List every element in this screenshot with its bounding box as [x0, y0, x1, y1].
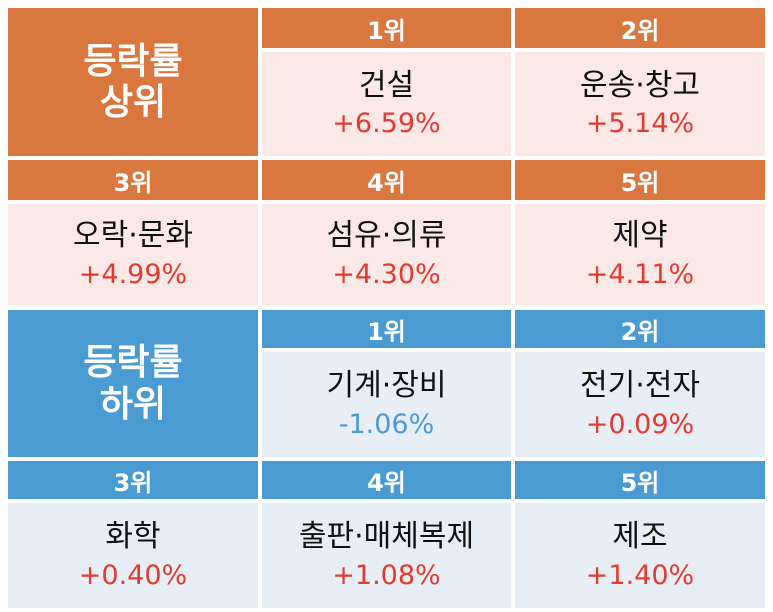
rank-header: 4위 — [262, 461, 511, 499]
sector-cell: 건설 +6.59% — [262, 52, 511, 156]
sector-name: 제조 — [612, 518, 667, 556]
sector-cell: 제조 +1.40% — [515, 503, 765, 608]
sector-rate: +5.14% — [586, 106, 694, 141]
sector-name: 건설 — [359, 67, 414, 105]
sector-cell: 오락·문화 +4.99% — [8, 204, 258, 305]
rank-header: 3위 — [8, 461, 258, 499]
sector-cell: 섬유·의류 +4.30% — [262, 204, 511, 305]
rank-header: 5위 — [515, 160, 765, 200]
sector-rate: +1.08% — [332, 558, 440, 593]
top-gainers-panel: 등락률 상위 1위 2위 건설 +6.59% 운송·창고 +5.14% 3위 4… — [0, 0, 773, 305]
bottom-panel-title: 등락률 하위 — [8, 310, 258, 457]
sector-name: 운송·창고 — [580, 67, 700, 105]
rank-header: 1위 — [262, 310, 511, 348]
sector-name: 섬유·의류 — [327, 217, 447, 255]
top-panel-title-line1: 등락률 — [83, 41, 182, 82]
rank-header: 2위 — [515, 310, 765, 348]
sector-cell: 화학 +0.40% — [8, 503, 258, 608]
rank-header: 5위 — [515, 461, 765, 499]
top-panel-title-line2: 상위 — [100, 82, 166, 123]
sector-name: 출판·매체복제 — [299, 518, 474, 556]
sector-rate: +6.59% — [332, 106, 440, 141]
top-panel-title: 등락률 상위 — [8, 8, 258, 156]
sector-cell: 전기·전자 +0.09% — [515, 352, 765, 457]
sector-rate: +4.11% — [586, 257, 694, 292]
sector-rate: +1.40% — [586, 558, 694, 593]
rank-header: 3위 — [8, 160, 258, 200]
sector-rate: +0.40% — [79, 558, 187, 593]
sector-name: 오락·문화 — [73, 217, 193, 255]
sector-cell: 운송·창고 +5.14% — [515, 52, 765, 156]
bottom-panel-title-line1: 등락률 — [83, 342, 182, 383]
sector-cell: 제약 +4.11% — [515, 204, 765, 305]
sector-rate: +0.09% — [586, 407, 694, 442]
sector-cell: 기계·장비 -1.06% — [262, 352, 511, 457]
sector-name: 화학 — [105, 518, 160, 556]
sector-rate: +4.30% — [332, 257, 440, 292]
rank-header: 2위 — [515, 8, 765, 48]
top-losers-panel: 등락률 하위 1위 2위 기계·장비 -1.06% 전기·전자 +0.09% 3… — [0, 307, 773, 612]
sector-cell: 출판·매체복제 +1.08% — [262, 503, 511, 608]
bottom-panel-title-line2: 하위 — [100, 384, 166, 425]
sector-name: 제약 — [612, 217, 667, 255]
sector-rate: -1.06% — [339, 407, 435, 442]
sector-rate: +4.99% — [79, 257, 187, 292]
rank-header: 1위 — [262, 8, 511, 48]
sector-name: 기계·장비 — [327, 367, 447, 405]
rank-header: 4위 — [262, 160, 511, 200]
sector-name: 전기·전자 — [580, 367, 700, 405]
